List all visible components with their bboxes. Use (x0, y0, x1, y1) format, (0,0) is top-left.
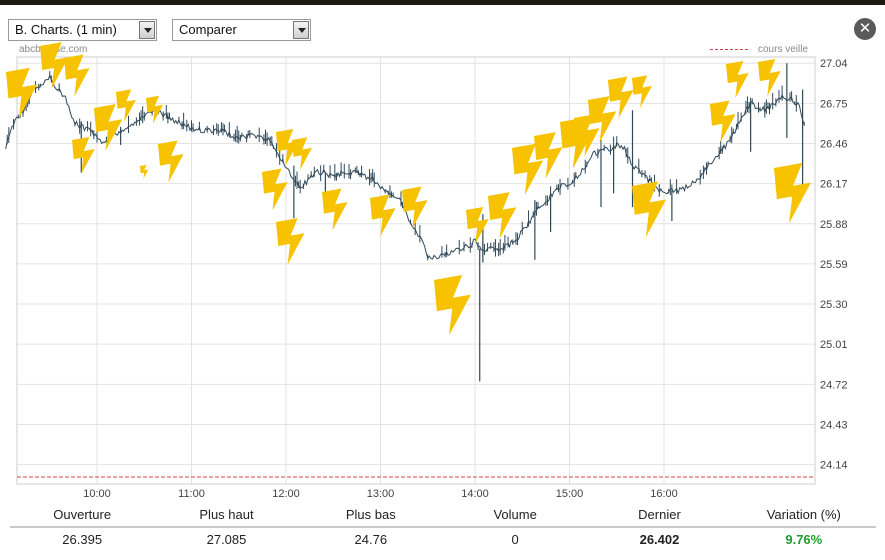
lightning-bolt-icon (534, 132, 563, 179)
lightning-bolt-icon (146, 95, 164, 124)
lightning-bolt-icon (632, 75, 652, 108)
stat-value-variation: 9.76% (785, 532, 823, 547)
stats-table: Ouverture Plus haut Plus bas Volume Dern… (10, 506, 876, 552)
price-ticks (6, 71, 805, 261)
y-tick-label: 24.72 (820, 379, 848, 391)
legend-swatch-previous-close (710, 48, 748, 50)
y-tick-label: 25.59 (820, 259, 848, 271)
lightning-bolt-icon (116, 89, 136, 122)
lightning-bolt-icon (560, 117, 592, 169)
stat-header-volume: Volume (442, 506, 588, 528)
x-tick-label: 11:00 (178, 488, 205, 500)
top-strip (0, 0, 885, 5)
lightning-bolt-icon (370, 194, 396, 237)
y-tick-label: 24.14 (820, 460, 848, 472)
legend-label-previous-close: cours veille (758, 44, 809, 55)
lightning-bolt-icon (710, 100, 736, 143)
plot-frame (16, 56, 816, 485)
lightning-bolt-icon (512, 143, 544, 195)
lightning-bolt-icon (6, 67, 38, 119)
compare-select-value: Comparer (179, 22, 237, 37)
decorations (6, 42, 811, 336)
lightning-bolt-icon (276, 218, 305, 265)
chart-type-select[interactable]: B. Charts. (1 min) (8, 19, 157, 41)
lightning-bolt-icon (758, 58, 781, 97)
x-tick-label: 15:00 (556, 488, 584, 500)
chart-type-select-value: B. Charts. (1 min) (15, 22, 117, 37)
x-tick-label: 12:00 (272, 488, 300, 500)
price-chart: 27.04 26.75 26.46 26.17 25.88 25.59 25.30 25.01… (5, 42, 848, 500)
stat-header-last: Dernier (587, 506, 732, 528)
chevron-down-icon[interactable] (293, 21, 309, 39)
chart-legend: cours veille (710, 44, 808, 55)
x-tick-label: 10:00 (83, 488, 111, 500)
lightning-bolt-icon (774, 163, 811, 224)
lightning-bolt-icon (292, 137, 312, 170)
x-tick-label: 13:00 (367, 488, 395, 500)
lightning-bolt-icon (574, 114, 600, 157)
y-tick-label: 25.01 (820, 339, 848, 351)
y-tick-label: 25.30 (820, 299, 848, 311)
stat-value-low: 24.76 (354, 532, 388, 547)
stat-header-high: Plus haut (154, 506, 299, 528)
lightning-bolt-icon (402, 186, 428, 229)
y-tick-label: 24.43 (820, 419, 848, 431)
compare-select[interactable]: Comparer (172, 19, 311, 41)
y-tick-label: 27.04 (820, 58, 848, 70)
lightning-bolt-icon (434, 275, 471, 336)
stat-value-last: 26.402 (639, 532, 680, 547)
y-tick-label: 26.75 (820, 98, 848, 110)
lightning-bolt-icon (262, 168, 288, 211)
lightning-bolt-icon (72, 136, 95, 175)
x-tick-label: 14:00 (461, 488, 489, 500)
stat-value-open: 26.395 (62, 532, 103, 547)
y-tick-label: 26.17 (820, 179, 848, 191)
lightning-bolt-icon (158, 140, 184, 183)
lightning-bolt-icon (40, 42, 69, 89)
stat-value-high: 27.085 (206, 532, 247, 547)
lightning-bolt-icon (588, 96, 617, 143)
y-tick-label: 25.88 (820, 219, 848, 231)
lightning-bolt-icon (466, 206, 489, 245)
lightning-bolt-icon (94, 104, 123, 151)
close-button[interactable]: ✕ (854, 18, 876, 40)
lightning-bolt-icon (276, 128, 299, 167)
stat-header-open: Ouverture (10, 506, 155, 528)
lightning-bolt-icon (64, 54, 90, 97)
lightning-bolt-icon (140, 164, 149, 179)
x-tick-label: 16:00 (650, 488, 678, 500)
chevron-down-icon[interactable] (139, 21, 155, 39)
lightning-bolt-icon (322, 188, 348, 231)
lightning-bolt-icon (608, 76, 634, 119)
stat-value-volume: 0 (511, 532, 519, 547)
lightning-bolt-icon (632, 181, 667, 238)
y-tick-label: 26.46 (820, 139, 848, 151)
close-icon: ✕ (858, 20, 872, 37)
lightning-bolt-icon (726, 60, 749, 99)
lightning-bolt-icon (488, 192, 517, 239)
stat-header-variation: Variation (%) (731, 506, 876, 528)
stat-header-low: Plus bas (298, 506, 443, 528)
